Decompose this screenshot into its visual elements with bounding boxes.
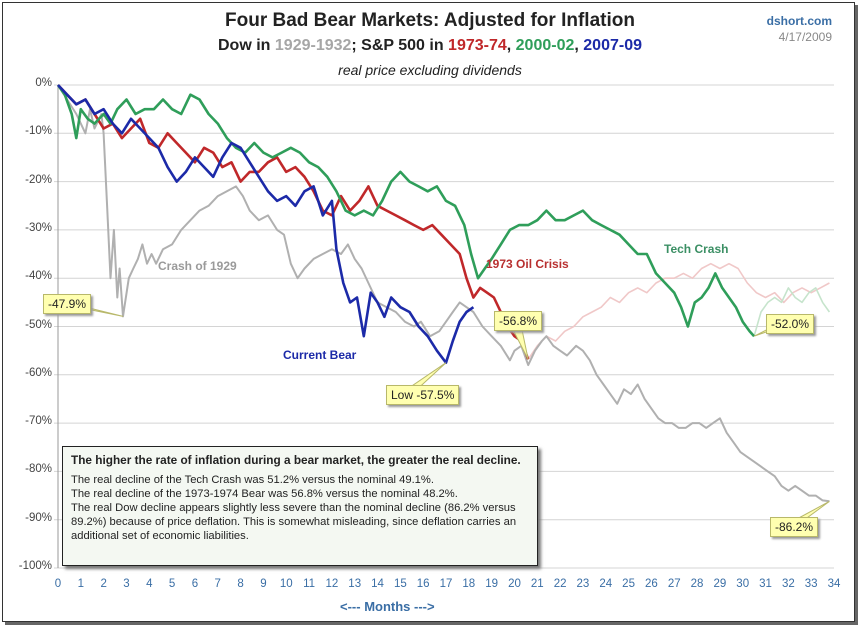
series-label-current-bear: Current Bear [283,348,357,362]
series-line-tech-crash [56,84,756,338]
y-tick-label: -10% [25,125,52,138]
x-tick-label: 33 [804,578,818,590]
x-tick-label: 18 [462,578,476,590]
note-line-2: The real decline of the 1973-1974 Bear w… [71,488,458,500]
x-tick-label: 0 [54,578,62,590]
y-tick-label: -50% [25,318,52,331]
series-label-oil-crisis: 1973 Oil Crisis [486,257,569,271]
y-tick-label: -30% [25,221,52,234]
x-tick-label: 2 [100,578,107,590]
x-tick-label: 25 [622,578,635,590]
y-tick-label: -70% [25,415,52,428]
chart-title: Four Bad Bear Markets: Adjusted for Infl… [225,10,635,31]
callout-label: Low -57.5% [386,385,460,405]
series-line-1973-oil-crisis [57,84,530,360]
x-tick-label: 17 [439,578,453,590]
y-tick-label: -100% [18,560,52,572]
x-tick-label: 27 [667,578,681,590]
x-tick-label: 13 [348,578,362,590]
y-tick-label: -90% [25,511,52,524]
x-tick-label: 14 [371,578,384,590]
series-line-1973-extension-faded- [527,262,830,360]
x-tick-label: 8 [237,578,244,590]
x-tick-label: 10 [279,578,293,590]
series-line-tech-extension-faded- [753,287,831,337]
callout-label: -86.2% [770,517,819,537]
callout-label: -56.8% [494,311,543,331]
x-tick-label: 31 [759,578,772,590]
note-box: The higher the rate of inflation during … [62,446,538,566]
y-tick-label: -80% [25,463,52,476]
x-tick-label: 11 [303,578,316,590]
note-line-3: The real Dow decline appears slightly le… [71,502,517,542]
subtitle-part-3: 1973-74 [448,37,507,54]
x-tick-label: 29 [713,578,727,590]
x-tick-label: 23 [576,578,590,590]
x-tick-label: 6 [191,578,199,590]
x-tick-label: 22 [553,578,567,590]
y-tick-label: -20% [25,173,52,186]
date-label: 4/17/2009 [778,30,832,44]
x-tick-label: 12 [325,578,339,590]
subtitle-part-4: , [506,37,516,54]
x-tick-label: 19 [485,578,499,590]
note-heading: The higher the rate of inflation during … [71,453,521,467]
note-line-1: The real decline of the Tech Crash was 5… [71,474,434,486]
series-line-current-bear [57,84,475,365]
x-tick-label: 21 [530,578,544,590]
x-tick-label: 1 [77,578,85,590]
x-axis-title: <--- Months ---> [340,599,435,614]
series-lines [56,84,831,503]
x-tick-label: 30 [736,578,750,590]
chart-subtitle-2: real price excluding dividends [338,62,522,78]
x-tick-label: 28 [690,578,704,590]
y-tick-label: -40% [25,270,52,283]
x-tick-label: 15 [393,578,407,590]
chart-subtitle: Dow in 1929-1932; S&P 500 in 1973-74, 20… [0,37,860,55]
x-tick-label: 4 [146,578,153,590]
x-tick-label: 32 [781,578,795,590]
subtitle-part-5: 2000-02 [515,37,575,54]
series-label-crash-1929: Crash of 1929 [158,259,237,273]
x-tick-label: 7 [214,578,221,590]
callout-label: -52.0% [766,314,815,334]
x-tick-label: 20 [508,578,521,590]
subtitle-part-6: , [574,37,584,54]
x-tick-label: 3 [123,578,130,590]
y-tick-label: 0% [35,77,52,89]
x-tick-label: 26 [645,578,658,590]
subtitle-part-7: 2007-09 [583,37,642,54]
subtitle-part-2: ; S&P 500 in [351,37,449,54]
x-tick-label: 9 [260,578,267,590]
series-line-crash-of-1929 [57,84,830,503]
source-label[interactable]: dshort.com [766,14,832,28]
x-tick-label: 5 [168,578,176,590]
y-tick-label: -60% [25,366,52,379]
series-label-tech-crash: Tech Crash [664,242,729,256]
x-tick-label: 16 [416,578,430,590]
x-tick-label: 24 [599,578,613,590]
callout-label: -47.9% [43,294,92,314]
subtitle-part-0: Dow in [218,37,275,54]
x-tick-label: 34 [827,578,841,590]
subtitle-part-1: 1929-1932 [274,37,352,54]
